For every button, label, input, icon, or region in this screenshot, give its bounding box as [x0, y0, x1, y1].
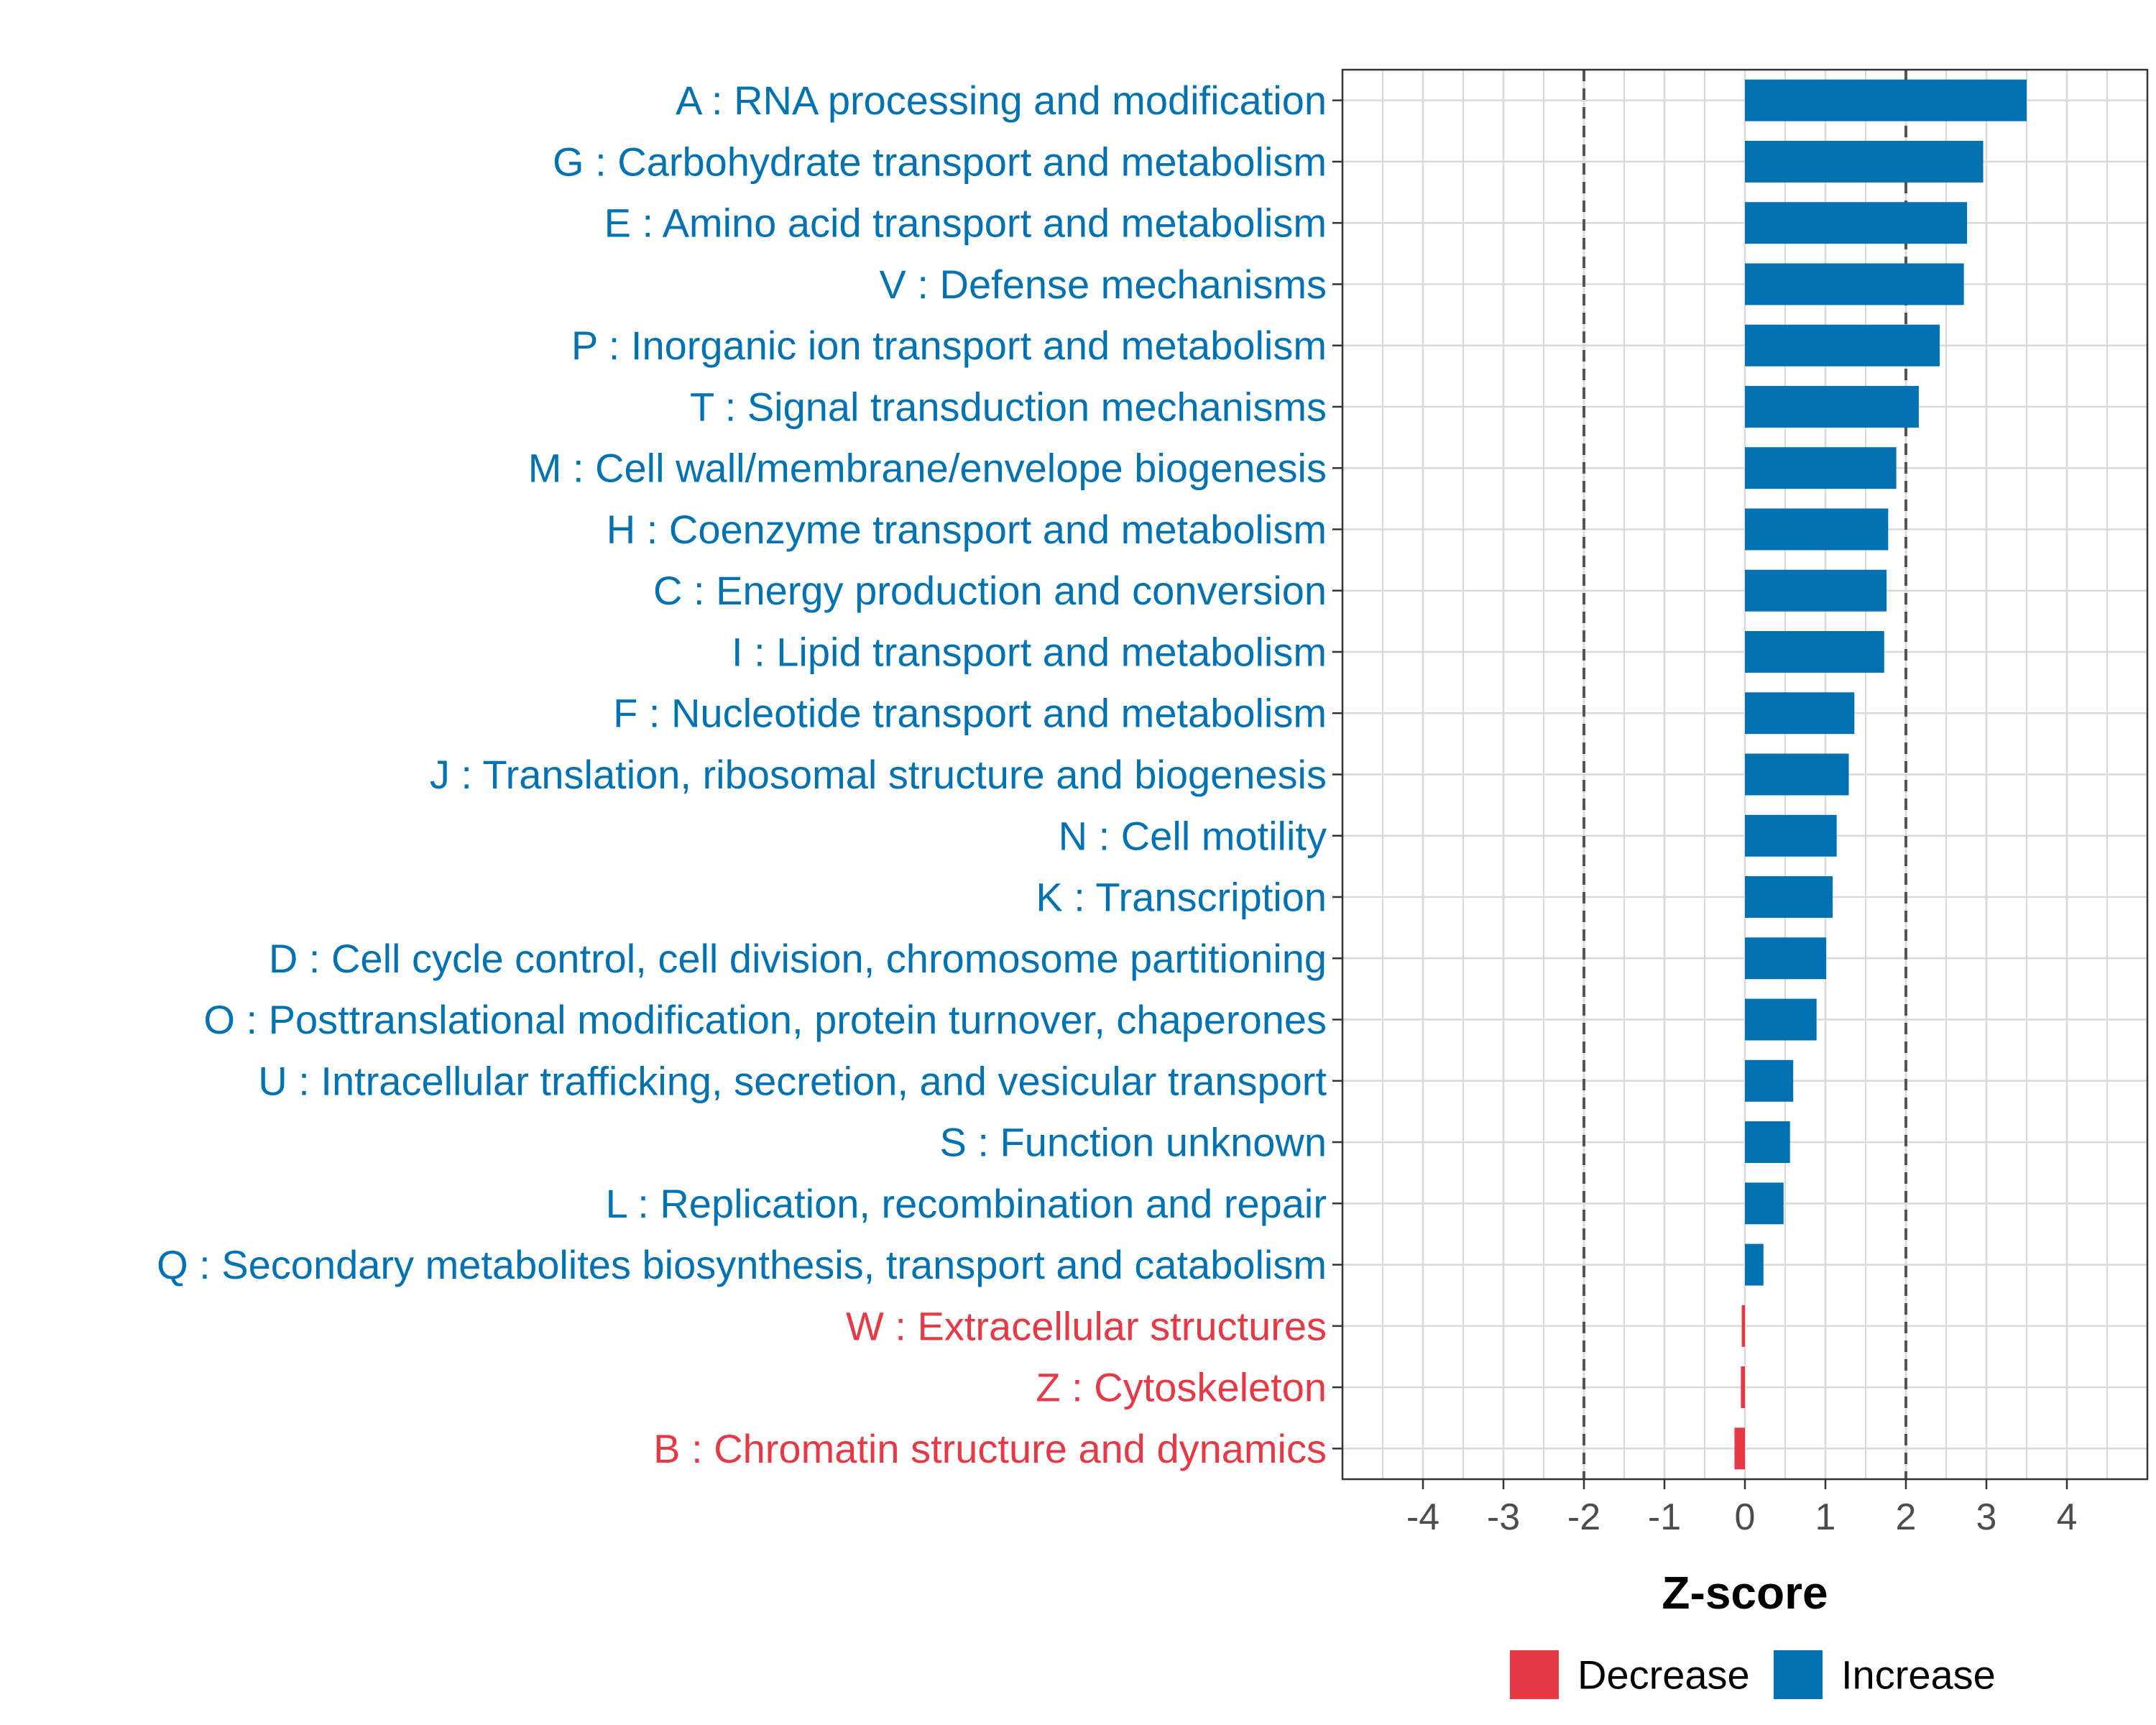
y-axis-category-labels: A : RNA processing and modification G : C… — [157, 78, 1327, 1471]
category-label: E : Amino acid transport and metabolism — [604, 201, 1327, 246]
category-label: K : Transcription — [1036, 875, 1327, 920]
x-tick-label: -3 — [1487, 1496, 1520, 1538]
legend-key-increase — [1774, 1650, 1823, 1699]
y-axis-ticks — [1332, 99, 1342, 1450]
category-label: D : Cell cycle control, cell division, c… — [269, 936, 1327, 981]
category-label: G : Carbohydrate transport and metabolis… — [553, 139, 1327, 184]
bar — [1745, 508, 1889, 551]
bar — [1745, 569, 1887, 612]
category-label: F : Nucleotide transport and metabolism — [613, 691, 1327, 736]
legend-label-decrease: Decrease — [1577, 1652, 1750, 1698]
x-tick-label: 4 — [2057, 1496, 2078, 1538]
category-label: B : Chromatin structure and dynamics — [653, 1426, 1327, 1471]
category-label: L : Replication, recombination and repai… — [606, 1181, 1327, 1226]
bar — [1741, 1366, 1745, 1409]
bar — [1745, 876, 1833, 919]
bar — [1745, 998, 1817, 1041]
bar — [1734, 1427, 1745, 1470]
bar — [1745, 937, 1827, 980]
x-axis-title: Z-score — [1662, 1567, 1828, 1619]
bar — [1745, 1121, 1790, 1164]
category-label: H : Coenzyme transport and metabolism — [607, 507, 1327, 552]
category-label: A : RNA processing and modification — [676, 78, 1327, 123]
bar — [1745, 447, 1897, 489]
x-tick-label: 2 — [1896, 1496, 1917, 1538]
legend-key-decrease — [1510, 1650, 1559, 1699]
x-tick-label: -4 — [1406, 1496, 1439, 1538]
x-axis-ticks: -4 -3 -2 -1 0 1 2 3 4 — [1406, 1479, 2078, 1538]
x-tick-label: 0 — [1735, 1496, 1756, 1538]
category-label: W : Extracellular structures — [846, 1303, 1327, 1348]
x-tick-label: 3 — [1976, 1496, 1997, 1538]
category-label: Q : Secondary metabolites biosynthesis, … — [157, 1242, 1327, 1287]
category-label: C : Energy production and conversion — [653, 568, 1327, 613]
bar — [1745, 385, 1919, 428]
bar — [1745, 263, 1964, 305]
category-label: O : Posttranslational modification, prot… — [203, 997, 1327, 1042]
bar — [1745, 140, 1984, 183]
bar — [1745, 79, 2027, 121]
bar — [1745, 1182, 1784, 1225]
category-label: J : Translation, ribosomal structure and… — [430, 752, 1327, 797]
bar — [1745, 814, 1837, 857]
bar — [1745, 692, 1855, 735]
bar — [1745, 1059, 1794, 1102]
bar — [1741, 1305, 1745, 1347]
bar — [1745, 324, 1940, 367]
category-label: N : Cell motility — [1059, 813, 1327, 858]
bar — [1745, 753, 1849, 796]
x-tick-label: -1 — [1648, 1496, 1681, 1538]
category-label: S : Function unknown — [939, 1120, 1327, 1165]
legend: Decrease Increase — [1510, 1650, 1996, 1699]
x-tick-label: 1 — [1815, 1496, 1836, 1538]
category-label: U : Intracellular trafficking, secretion… — [258, 1058, 1327, 1103]
bar — [1745, 202, 1968, 244]
x-tick-label: -2 — [1567, 1496, 1600, 1538]
category-label: V : Defense mechanisms — [880, 262, 1327, 307]
category-label: T : Signal transduction mechanisms — [690, 384, 1327, 429]
category-label: M : Cell wall/membrane/envelope biogenes… — [528, 446, 1327, 491]
category-label: Z : Cytoskeleton — [1036, 1365, 1327, 1410]
bar — [1745, 1243, 1764, 1286]
category-label: P : Inorganic ion transport and metaboli… — [571, 323, 1327, 368]
bar-layer — [1734, 79, 2027, 1470]
category-label: I : Lipid transport and metabolism — [732, 629, 1327, 674]
bar — [1745, 630, 1884, 673]
legend-label-increase: Increase — [1841, 1652, 1996, 1698]
